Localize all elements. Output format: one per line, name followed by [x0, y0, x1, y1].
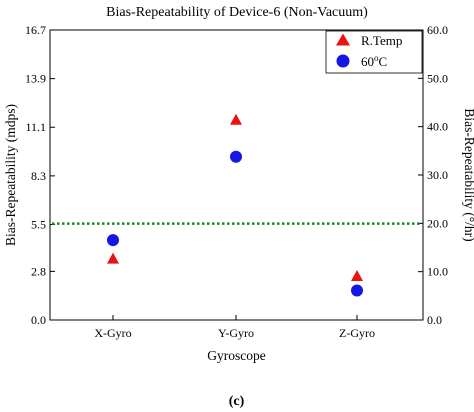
y-tick-label-right: 60.0	[427, 23, 448, 37]
y-tick-label-left: 2.8	[31, 264, 46, 278]
y-tick-label-left: 8.3	[31, 169, 46, 183]
y-tick-label-right: 50.0	[427, 71, 448, 85]
chart-title: Bias-Repeatability of Device-6 (Non-Vacu…	[106, 5, 368, 20]
legend-label-rtemp: R.Temp	[361, 33, 402, 48]
data-marks	[107, 113, 363, 297]
x-tick-label: Y-Gyro	[218, 326, 254, 340]
x-tick-label: Z-Gyro	[339, 326, 375, 340]
legend: R.Temp 60oC	[325, 30, 423, 74]
y-axis-left: 0.0 2.8 5.5 8.3 11.1 13.9 16.7	[25, 23, 55, 327]
plot-frame	[49, 29, 424, 321]
data-point-triangle	[230, 113, 242, 125]
y-tick-label-left: 13.9	[25, 72, 46, 86]
legend-circle-marker	[336, 54, 350, 68]
data-point-circle	[107, 234, 119, 247]
x-axis: X-Gyro Y-Gyro Z-Gyro	[94, 315, 375, 340]
data-point-circle	[230, 150, 242, 163]
legend-label-60c: 60oC	[361, 53, 387, 69]
y-tick-label-left: 16.7	[25, 23, 46, 37]
y-tick-label-right: 0.0	[427, 313, 442, 327]
y-tick-label-right: 40.0	[427, 120, 448, 134]
x-axis-label: Gyroscope	[207, 348, 265, 363]
legend-triangle-marker	[336, 33, 350, 46]
y-tick-label-left: 0.0	[31, 313, 46, 327]
y-tick-label-left: 5.5	[31, 217, 46, 231]
data-point-circle	[351, 284, 363, 297]
y-tick-label-right: 10.0	[427, 265, 448, 279]
data-point-triangle	[107, 252, 119, 264]
figure-caption: (c)	[229, 394, 245, 409]
y-axis-label-right: Bias-Repeatability (°/hr)	[462, 108, 474, 241]
y-tick-label-right: 20.0	[427, 216, 448, 230]
y-tick-label-right: 30.0	[427, 168, 448, 182]
x-tick-label: X-Gyro	[94, 326, 131, 340]
y-axis-right: 0.0 10.0 20.0 30.0 40.0 50.0 60.0	[418, 23, 448, 327]
data-point-triangle	[351, 269, 363, 281]
y-tick-label-left: 11.1	[25, 120, 46, 134]
y-axis-label-left: Bias-Repeatability (mdps)	[3, 104, 18, 246]
